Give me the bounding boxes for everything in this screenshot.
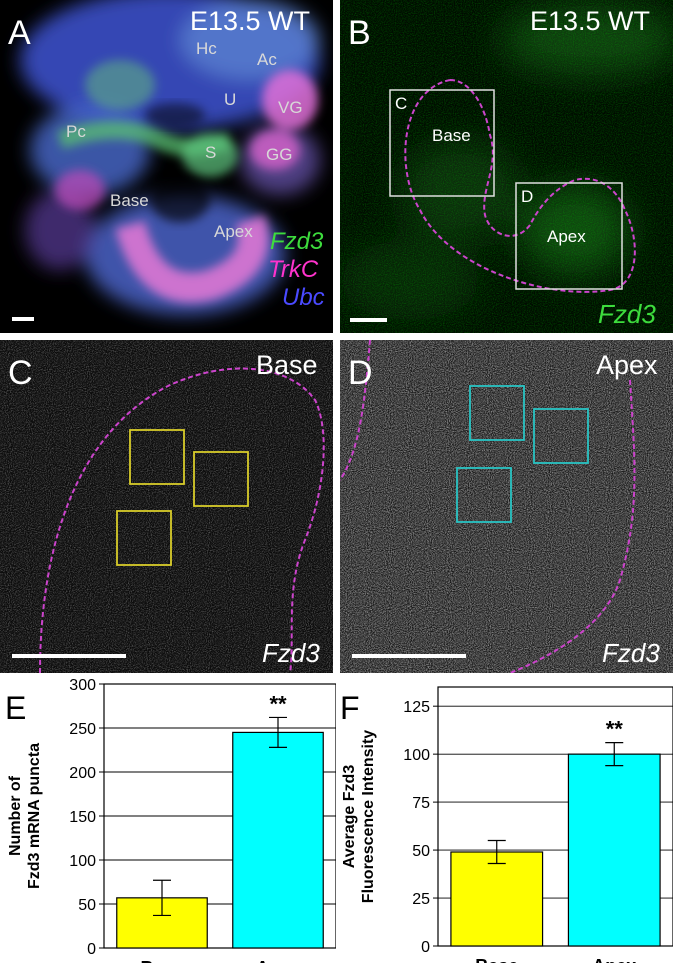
chart-e-xtick-label: Base <box>140 958 183 963</box>
b-apex-label: Apex <box>547 227 586 246</box>
scale-bar-b <box>350 318 387 322</box>
chart-e-ytick-label: 100 <box>69 853 96 870</box>
chart-f-xtick-label: Apex <box>592 956 636 963</box>
label-u: U <box>224 90 237 109</box>
b-base-label: Base <box>432 126 471 145</box>
chart-e-significance: ** <box>269 691 287 716</box>
d-gene-label: Fzd3 <box>602 638 660 668</box>
panel-letter-d: D <box>348 354 373 392</box>
legend-trkc: TrkC <box>268 256 319 283</box>
panel-c: C Base Fzd3 <box>0 340 333 673</box>
chart-f-ytick-label: 125 <box>403 699 430 716</box>
panel-b-micrograph <box>340 0 673 333</box>
label-vg: VG <box>278 98 303 117</box>
chart-e-ytick-label: 50 <box>78 897 96 914</box>
legend-ubc: Ubc <box>282 284 325 311</box>
chart-e-ytick-label: 200 <box>69 765 96 782</box>
box-d-label: D <box>521 187 534 206</box>
chart-f-ytick-label: 50 <box>412 843 430 860</box>
panel-letter-a: A <box>8 14 31 52</box>
chart-e-ylabel-line: Fzd3 mRNA puncta <box>26 743 43 889</box>
chart-e-ytick-label: 250 <box>69 721 96 738</box>
scale-bar-a <box>12 317 34 321</box>
chart-e-ylabel-line: Number of <box>7 775 24 856</box>
chart-f-ytick-label: 25 <box>412 891 430 908</box>
chart-e: E 0 50 100 150 200 250 300 Number of Fzd3 mRNA pu… <box>0 675 337 968</box>
chart-f-significance: ** <box>606 717 624 742</box>
panel-a-micrograph <box>12 0 320 321</box>
label-s: S <box>205 143 217 162</box>
c-gene-label: Fzd3 <box>262 638 320 668</box>
label-base: Base <box>110 191 149 210</box>
panel-b: B E13.5 WT C D Base Apex Fzd3 <box>340 0 673 333</box>
box-c-label: C <box>395 94 408 113</box>
panel-d: D Apex Fzd3 <box>340 340 673 673</box>
panel-c-title: Base <box>256 350 318 380</box>
panel-d-micrograph <box>340 340 673 673</box>
label-gg: GG <box>266 145 293 164</box>
panel-letter-c: C <box>8 354 33 392</box>
label-apex: Apex <box>214 222 253 241</box>
label-ac: Ac <box>257 50 277 69</box>
chart-e-ytick-label: 300 <box>69 677 96 694</box>
chart-e-xtick-label: Apex <box>256 958 300 963</box>
chart-f-panel-letter: F <box>340 690 360 726</box>
chart-e-ylabel: Number of Fzd3 mRNA puncta <box>7 743 43 889</box>
chart-f-ylabel-line: Average Fzd3 <box>341 765 358 869</box>
legend-fzd3: Fzd3 <box>270 228 324 255</box>
chart-e-ytick-label: 150 <box>69 809 96 826</box>
chart-f-bar-base <box>450 851 544 947</box>
panel-a: A E13.5 WT Hc Ac U VG Pc S GG Base Apex … <box>0 0 333 333</box>
chart-f-bar-apex <box>567 753 661 947</box>
scale-bar-d <box>352 654 466 658</box>
chart-e-svg: E 0 50 100 150 200 250 300 Number of Fzd3 mRNA pu… <box>5 677 337 968</box>
chart-e-panel-letter: E <box>5 690 26 726</box>
chart-f-ytick-label: 0 <box>421 939 430 956</box>
panel-letter-b: B <box>348 14 371 52</box>
chart-f-ytick-label: 75 <box>412 795 430 812</box>
panel-a-title: E13.5 WT <box>190 6 311 36</box>
label-hc: Hc <box>196 39 217 58</box>
panel-d-title: Apex <box>596 350 658 380</box>
chart-f: F 0 25 50 75 100 125 Average Fzd3 Fluorescence I… <box>336 675 673 968</box>
chart-e-ytick-label: 0 <box>87 941 96 958</box>
chart-f-ylabel-line: Fluorescence Intensity <box>360 730 377 903</box>
chart-f-svg: F 0 25 50 75 100 125 Average Fzd3 Fluorescence I… <box>340 686 673 968</box>
panel-b-title: E13.5 WT <box>530 6 651 36</box>
label-pc: Pc <box>66 122 86 141</box>
panel-c-micrograph <box>0 340 333 673</box>
chart-f-ylabel: Average Fzd3 Fluorescence Intensity <box>341 730 377 903</box>
chart-e-bar-apex <box>232 731 324 949</box>
chart-f-ytick-label: 100 <box>403 747 430 764</box>
scale-bar-c <box>12 654 126 658</box>
b-gene-label: Fzd3 <box>598 299 656 329</box>
chart-f-xtick-label: Base <box>475 956 518 963</box>
